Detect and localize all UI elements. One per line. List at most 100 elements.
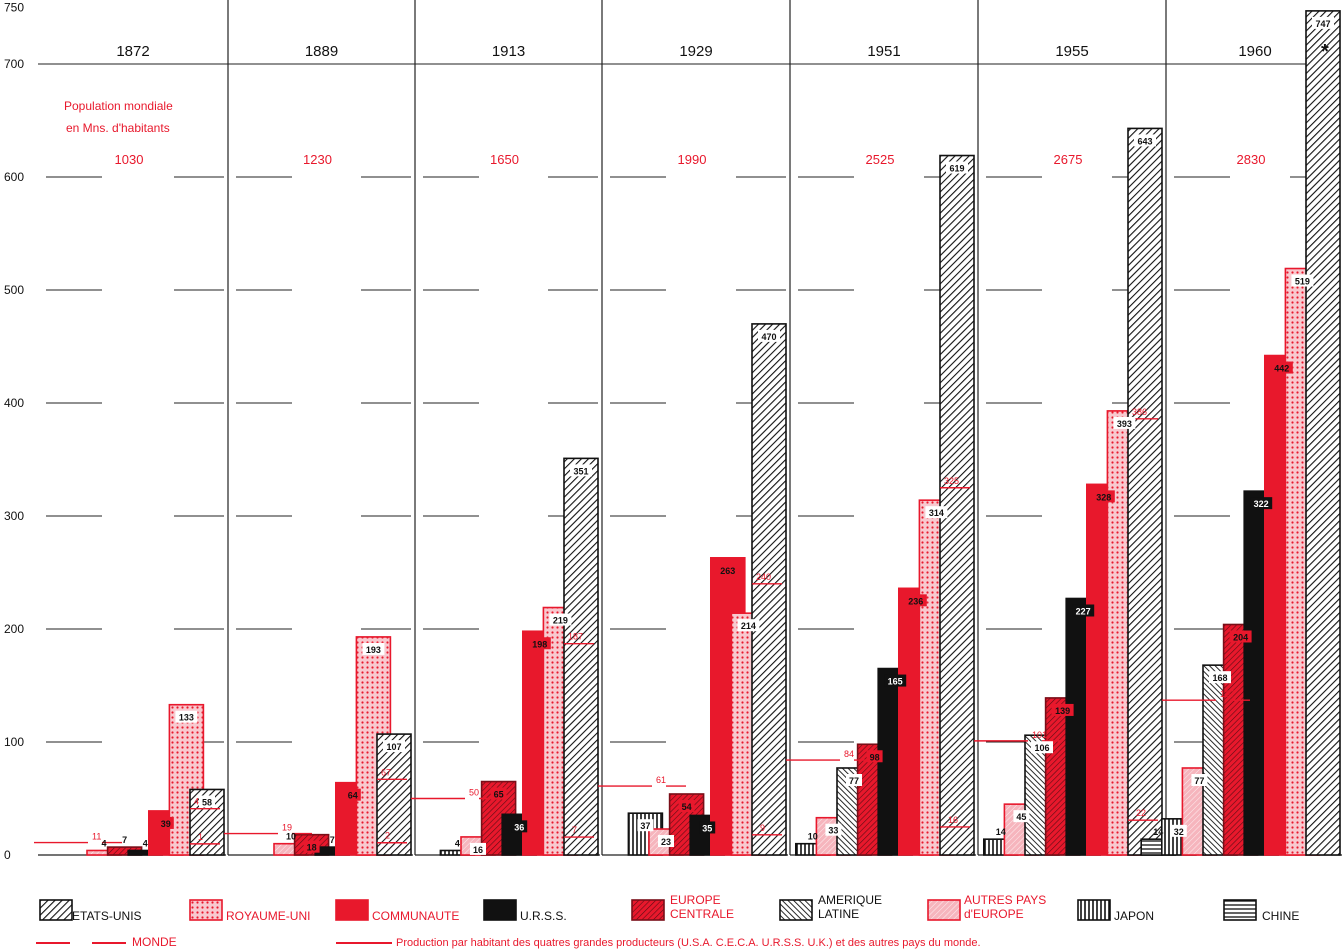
bar-value-urss: 35 — [702, 823, 712, 833]
value-box — [1170, 824, 1187, 837]
value-box — [1072, 604, 1095, 617]
population-value: 2830 — [1237, 152, 1266, 167]
other-level-value: 67 — [381, 767, 391, 777]
legend-swatch-vstripe — [1077, 899, 1111, 921]
bar-value-comm: 328 — [1096, 492, 1111, 502]
population-value: 1030 — [115, 152, 144, 167]
y-tick-label: 400 — [4, 396, 24, 410]
monde-value: 61 — [656, 775, 666, 785]
bar-value-autres: 77 — [1194, 776, 1204, 786]
bar-value-eurc: 98 — [870, 752, 880, 762]
legend-label: COMMUNAUTE — [372, 909, 459, 923]
monde-value: 101 — [1032, 730, 1047, 740]
y-tick-label: 700 — [4, 57, 24, 71]
legend-label: JAPON — [1114, 909, 1154, 923]
bar-value-urss: 227 — [1076, 606, 1091, 616]
y-tick-label: 500 — [4, 283, 24, 297]
value-box — [716, 563, 739, 576]
legend-label: AUTRES PAYS — [964, 893, 1046, 907]
value-box — [1191, 773, 1208, 786]
bar-eu — [376, 733, 412, 856]
value-box — [157, 816, 174, 829]
bar-value-japon: 37 — [640, 821, 650, 831]
bar-value-autres: 4 — [101, 838, 106, 848]
population-value: 2525 — [866, 152, 895, 167]
other-level-value: 240 — [756, 572, 771, 582]
year-label: 1872 — [116, 43, 149, 60]
value-box — [678, 799, 695, 812]
bar-value-eurc: 18 — [307, 843, 317, 853]
bar-value-urss: 4 — [143, 838, 148, 848]
value-box — [658, 835, 674, 848]
y-tick-label: 600 — [4, 170, 24, 184]
value-box — [383, 740, 405, 753]
bar-value-amlat: 77 — [849, 776, 859, 786]
value-box — [737, 619, 760, 632]
value-box — [946, 161, 968, 174]
legend-label: AMERIQUE — [818, 893, 882, 907]
bar-value-japon: 4 — [455, 838, 460, 848]
bar-value-eurc: 7 — [122, 835, 127, 845]
bar-value-japon: 10 — [808, 832, 818, 842]
bar-value-urss: 7 — [330, 835, 335, 845]
bar-eu — [939, 154, 975, 856]
value-box — [1051, 703, 1074, 716]
monde-value: 11 — [92, 832, 101, 842]
legend-monde-label: MONDE — [132, 935, 177, 949]
bar-value-comm: 442 — [1274, 364, 1289, 374]
value-box — [758, 329, 780, 342]
value-box — [199, 795, 215, 808]
value-box — [528, 637, 551, 650]
y-tick-label: 0 — [4, 848, 11, 862]
bar-value-eurc: 204 — [1233, 632, 1248, 642]
other-low-value: 22 — [1136, 808, 1146, 818]
bar-eu — [751, 323, 787, 856]
value-box — [699, 821, 716, 834]
bar-eu — [1305, 10, 1341, 856]
value-box — [303, 840, 320, 853]
value-box — [904, 594, 927, 607]
bar-value-ru: 519 — [1295, 277, 1310, 287]
year-label: 1889 — [305, 43, 338, 60]
value-box — [925, 506, 948, 519]
legend-label: LATINE — [818, 907, 859, 921]
bar-value-eu: 470 — [761, 332, 776, 342]
bar-value-comm: 236 — [908, 596, 923, 606]
other-level-value: 325 — [944, 476, 959, 486]
legend-label: U.R.S.S. — [520, 909, 567, 923]
bar-eu — [563, 457, 599, 856]
bars — [86, 10, 1341, 856]
other-level-value: 187 — [568, 632, 583, 642]
population-value: 1230 — [303, 152, 332, 167]
y-tick-label: 300 — [4, 509, 24, 523]
bar-value-ru: 219 — [553, 616, 568, 626]
value-box — [1031, 741, 1053, 754]
bar-value-ru: 193 — [366, 645, 381, 655]
other-low-value: 7 — [572, 825, 577, 835]
value-box — [825, 823, 842, 836]
legend-swatch-redhatch — [631, 899, 665, 921]
year-label: 1913 — [492, 43, 525, 60]
year-label: 1951 — [867, 43, 900, 60]
other-low-value: 1 — [198, 832, 203, 842]
value-box — [1113, 416, 1136, 429]
legend-label: d'EUROPE — [964, 907, 1024, 921]
bar-value-urss: 165 — [888, 677, 903, 687]
legend-label: CENTRALE — [670, 907, 734, 921]
population-value: 1650 — [490, 152, 519, 167]
y-tick-label: 200 — [4, 622, 24, 636]
bar-value-urss: 322 — [1254, 499, 1269, 509]
value-box — [846, 773, 862, 786]
value-box — [175, 710, 198, 723]
bar-value-japon: 32 — [1174, 827, 1184, 837]
bar-value-autres: 33 — [828, 826, 838, 836]
value-box — [344, 788, 361, 801]
bar-value-ru: 314 — [929, 508, 944, 518]
other-low-value: 9 — [760, 823, 765, 833]
year-label: 1929 — [679, 43, 712, 60]
bar-value-eu: 351 — [573, 466, 588, 476]
value-box — [1270, 361, 1293, 374]
monde-value: 137 — [1220, 689, 1235, 699]
bar-value-ru: 214 — [741, 621, 756, 631]
